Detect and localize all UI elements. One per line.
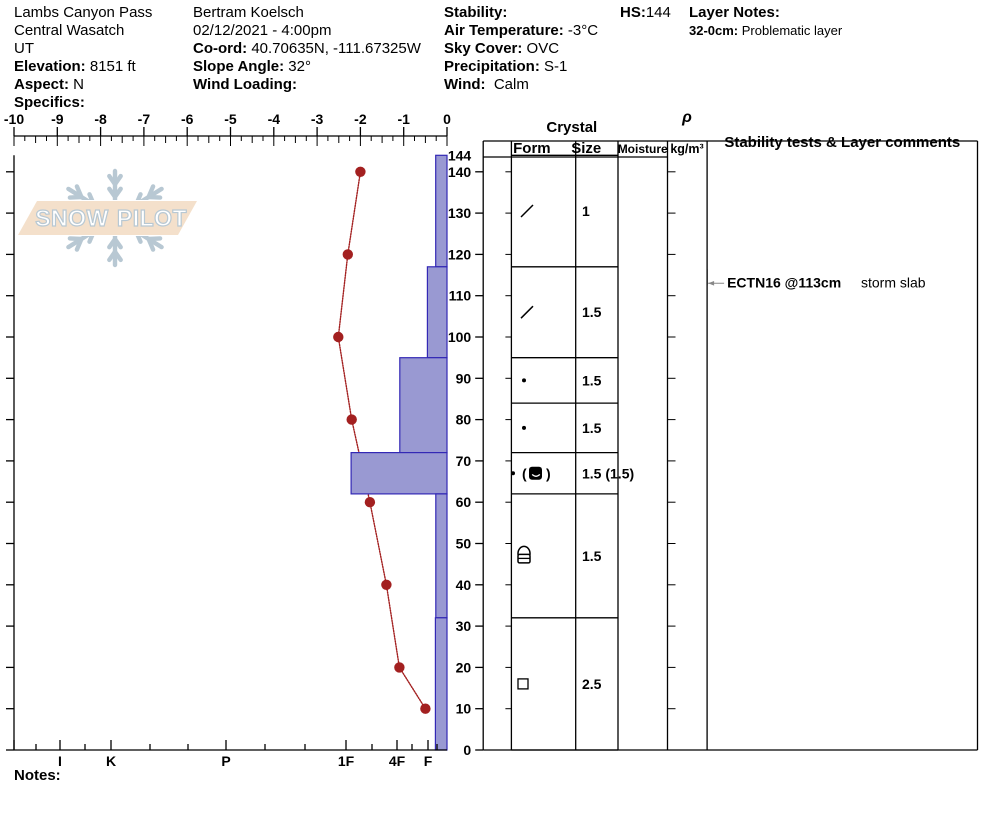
svg-text:1.5: 1.5 bbox=[582, 304, 602, 320]
svg-text:Size: Size bbox=[571, 140, 601, 157]
svg-text:-3: -3 bbox=[311, 111, 324, 127]
svg-text:P: P bbox=[221, 753, 230, 769]
svg-text:80: 80 bbox=[456, 412, 472, 428]
svg-text:120: 120 bbox=[448, 246, 472, 262]
svg-text:-8: -8 bbox=[94, 111, 107, 127]
svg-text:Form: Form bbox=[513, 140, 551, 157]
svg-text:110: 110 bbox=[449, 288, 472, 304]
svg-text:-7: -7 bbox=[138, 111, 151, 127]
svg-text:100: 100 bbox=[448, 329, 472, 345]
svg-text:1.5: 1.5 bbox=[582, 372, 602, 388]
svg-text:F: F bbox=[424, 753, 433, 769]
svg-text:-4: -4 bbox=[268, 111, 281, 127]
svg-text:1.5 (1.5): 1.5 (1.5) bbox=[582, 465, 634, 481]
svg-text:130: 130 bbox=[448, 205, 472, 221]
svg-text:0: 0 bbox=[463, 742, 471, 758]
svg-text:Notes:: Notes: bbox=[14, 767, 61, 784]
svg-text:(: ( bbox=[522, 465, 527, 481]
svg-text:40: 40 bbox=[456, 577, 472, 593]
svg-text:Crystal: Crystal bbox=[546, 119, 597, 136]
svg-text:4F: 4F bbox=[389, 753, 406, 769]
svg-text:10: 10 bbox=[456, 701, 472, 717]
svg-text:-6: -6 bbox=[181, 111, 194, 127]
svg-text:K: K bbox=[106, 753, 116, 769]
svg-text:90: 90 bbox=[456, 370, 472, 386]
svg-text:Moisture: Moisture bbox=[618, 142, 668, 156]
svg-text:1: 1 bbox=[582, 203, 590, 219]
svg-text:1F: 1F bbox=[338, 753, 355, 769]
svg-text:20: 20 bbox=[456, 659, 472, 675]
svg-text:SNOW: SNOW bbox=[35, 205, 109, 231]
svg-text:140: 140 bbox=[448, 164, 472, 180]
svg-text:50: 50 bbox=[456, 536, 472, 552]
svg-text:-2: -2 bbox=[354, 111, 367, 127]
svg-text:-5: -5 bbox=[224, 111, 237, 127]
svg-text:ECTN16 @113cm: ECTN16 @113cm bbox=[727, 274, 841, 290]
svg-text:storm slab: storm slab bbox=[857, 274, 926, 290]
svg-text:ρ: ρ bbox=[681, 109, 692, 126]
svg-text:70: 70 bbox=[456, 453, 472, 469]
svg-text:kg/m³: kg/m³ bbox=[670, 142, 703, 156]
svg-text:2.5: 2.5 bbox=[582, 676, 602, 692]
svg-text:30: 30 bbox=[456, 618, 472, 634]
svg-text:144: 144 bbox=[448, 147, 472, 163]
svg-text:-10: -10 bbox=[4, 111, 24, 127]
svg-text:1.5: 1.5 bbox=[582, 420, 602, 436]
svg-text:-1: -1 bbox=[397, 111, 410, 127]
svg-text:60: 60 bbox=[456, 494, 472, 510]
svg-text:-9: -9 bbox=[51, 111, 64, 127]
svg-text:): ) bbox=[546, 465, 551, 481]
svg-text:PILOT: PILOT bbox=[117, 205, 187, 231]
svg-text:1.5: 1.5 bbox=[582, 548, 602, 564]
svg-text:0: 0 bbox=[443, 111, 451, 127]
svg-text:Stability tests & Layer commen: Stability tests & Layer comments bbox=[724, 134, 960, 151]
